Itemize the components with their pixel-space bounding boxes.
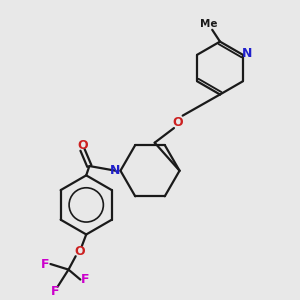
Text: O: O: [173, 116, 183, 129]
Text: F: F: [51, 285, 59, 298]
Text: O: O: [77, 139, 88, 152]
Text: N: N: [242, 47, 252, 60]
Text: N: N: [110, 164, 121, 177]
Text: F: F: [81, 273, 90, 286]
Text: Me: Me: [200, 19, 218, 29]
Text: O: O: [74, 245, 85, 258]
Text: F: F: [41, 257, 50, 271]
